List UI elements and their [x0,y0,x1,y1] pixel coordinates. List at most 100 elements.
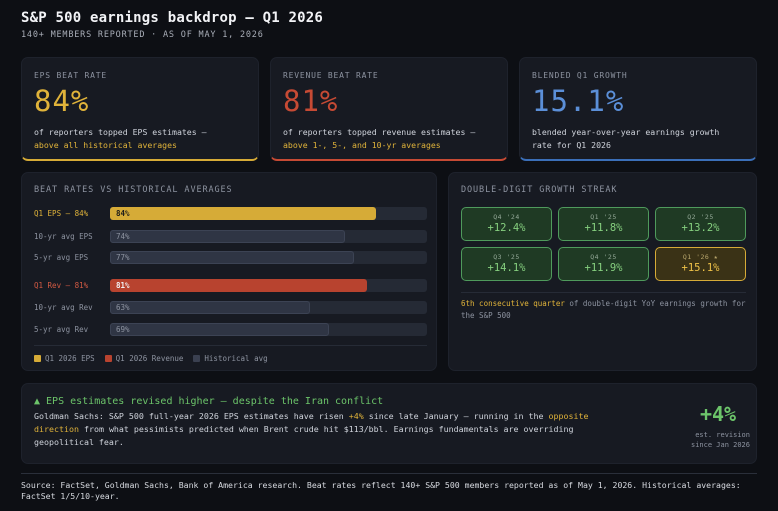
streak-note-text: of double-digit YoY earnings growth for … [461,299,746,320]
bar-row: 5-yr avg Rev 69% [34,323,427,337]
kpi-label: BLENDED Q1 GROWTH [532,71,628,80]
kpi-label: REVENUE BEAT RATE [283,71,379,80]
bar-label: 10-yr avg Rev [34,303,93,312]
legend-label: Q1 2026 Revenue [115,354,184,363]
kpi-desc-text: of reporters topped EPS estimates — [34,127,207,137]
revision-highlight: opposite direction [34,411,589,434]
revision-caption-line: est. revision [695,431,750,439]
revision-text: from what pessimists predicted when Bren… [34,424,574,447]
bar-value: 74% [116,232,130,241]
bar-label: 5-yr avg EPS [34,253,89,262]
eps-revision-panel: ▲ EPS estimates revised higher — despite… [21,383,757,464]
legend-swatch [193,355,201,362]
tile-quarter: Q1 '25 [590,213,617,221]
bar-track: 77% [110,251,427,264]
tile-growth: +15.1% [681,262,720,274]
page-subtitle: 140+ MEMBERS REPORTED · AS OF MAY 1, 202… [21,30,264,40]
tile-growth: +11.9% [584,262,623,274]
bar-fill [110,230,345,243]
kpi-card-blended-growth: BLENDED Q1 GROWTH 15.1% blended year-ove… [519,57,757,161]
legend-item-eps: Q1 2026 EPS [34,354,95,363]
section-title: BEAT RATES VS HISTORICAL AVERAGES [34,185,233,195]
bar-fill [110,301,310,314]
streak-note-highlight: 6th consecutive quarter [461,299,565,308]
section-title: DOUBLE-DIGIT GROWTH STREAK [461,185,618,195]
tile-growth: +13.2% [681,222,720,234]
header: S&P 500 earnings backdrop — Q1 2026 140+… [21,10,323,40]
streak-note: 6th consecutive quarter of double-digit … [461,298,751,322]
revision-caption: est. revision since Jan 2026 [662,430,750,450]
tile-quarter: Q2 '25 [687,213,714,221]
revision-body: Goldman Sachs: S&P 500 full-year 2026 EP… [34,410,634,449]
bar-label: Q1 EPS — 84% [34,209,89,218]
kpi-desc-text: of reporters topped revenue estimates — [283,127,476,137]
bar-value: 69% [116,325,130,334]
kpi-card-revenue-beat: REVENUE BEAT RATE 81% of reporters toppe… [270,57,508,161]
revision-highlight: +4% [348,411,364,421]
legend-label: Historical avg [204,354,268,363]
bar-fill [110,207,377,220]
tile-quarter: Q4 '24 [493,213,520,221]
bar-fill [110,251,355,264]
tile-growth: +11.8% [584,222,623,234]
kpi-label: EPS BEAT RATE [34,71,108,80]
legend-label: Q1 2026 EPS [45,354,95,363]
bar-fill [110,279,367,292]
tile-growth: +12.4% [487,222,526,234]
revision-big-value: +4% [699,402,737,426]
bar-track: 84% [110,207,427,220]
beat-rates-panel: BEAT RATES VS HISTORICAL AVERAGES Q1 EPS… [21,172,437,371]
legend-item-revenue: Q1 2026 Revenue [104,354,184,363]
streak-tile: Q4 '24 +12.4% [461,207,552,241]
growth-streak-panel: DOUBLE-DIGIT GROWTH STREAK Q4 '24 +12.4% Q… [448,172,757,371]
footer-source: Source: FactSet, Goldman Sachs, Bank of … [21,473,757,502]
kpi-desc: of reporters topped EPS estimates — abov… [34,126,246,152]
bar-row: Q1 Rev — 81% 81% [34,279,427,293]
bar-row: Q1 EPS — 84% 84% [34,207,427,221]
legend-swatch [104,355,112,362]
bar-value: 84% [116,209,130,218]
bar-label: 10-yr avg EPS [34,232,93,241]
kpi-value: 15.1% [532,84,625,118]
bar-row: 10-yr avg Rev 63% [34,301,427,315]
page-title: S&P 500 earnings backdrop — Q1 2026 [21,10,324,26]
divider [34,345,427,346]
streak-tile: Q1 '26 ★ +15.1% [655,247,746,281]
revision-text: since late January — running in the [363,411,549,421]
kpi-desc-highlight: above all historical averages [34,140,177,150]
revision-title: ▲ EPS estimates revised higher — despite… [34,396,384,407]
tile-quarter: Q1 '26 ★ [682,253,719,261]
bar-fill [110,323,329,336]
bar-label: 5-yr avg Rev [34,325,89,334]
revision-text: Goldman Sachs: S&P 500 full-year 2026 EP… [34,411,349,421]
bar-label: Q1 Rev — 81% [34,281,89,290]
kpi-desc-text: blended year-over-year earnings growth r… [532,127,720,150]
streak-tile: Q2 '25 +13.2% [655,207,746,241]
kpi-desc: of reporters topped revenue estimates — … [283,126,495,152]
legend-swatch [34,355,41,362]
bar-track: 74% [110,230,427,243]
legend-item-historical: Historical avg [193,354,268,363]
divider [461,292,746,293]
bar-track: 81% [110,279,427,292]
bar-row: 5-yr avg EPS 77% [34,251,427,265]
streak-tile: Q3 '25 +14.1% [461,247,552,281]
tile-quarter: Q4 '25 [590,253,617,261]
bar-value: 77% [116,253,130,262]
kpi-value: 84% [34,84,90,118]
tile-growth: +14.1% [487,262,526,274]
kpi-card-eps-beat: EPS BEAT RATE 84% of reporters topped EP… [21,57,259,161]
revision-caption-line: since Jan 2026 [690,441,750,449]
legend: Q1 2026 EPS Q1 2026 Revenue Historical a… [34,354,268,363]
bar-row: 10-yr avg EPS 74% [34,230,427,244]
bar-value: 81% [116,281,130,290]
streak-tile: Q4 '25 +11.9% [558,247,649,281]
kpi-desc: blended year-over-year earnings growth r… [532,126,742,152]
bar-track: 69% [110,323,427,336]
bar-track: 63% [110,301,427,314]
streak-tile: Q1 '25 +11.8% [558,207,649,241]
kpi-value: 81% [283,84,339,118]
kpi-desc-highlight: above 1-, 5-, and 10-yr averages [283,140,441,150]
bar-value: 63% [116,303,130,312]
tile-quarter: Q3 '25 [493,253,520,261]
